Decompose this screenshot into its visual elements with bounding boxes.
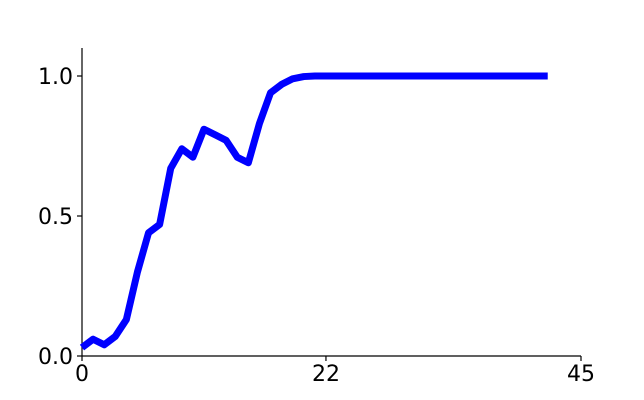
x-tick-label: 22 (312, 362, 340, 387)
y-tick-label: 0.0 (38, 345, 73, 370)
y-tick-label: 0.5 (38, 205, 73, 230)
axes (81, 48, 581, 357)
ticks: 0.0 0.5 1.0 0 22 45 (38, 65, 595, 387)
y-tick-label: 1.0 (38, 65, 73, 90)
x-tick-label: 45 (567, 362, 595, 387)
x-tick-label: 0 (75, 362, 89, 387)
data-series (79, 72, 548, 351)
series-line (79, 72, 548, 351)
